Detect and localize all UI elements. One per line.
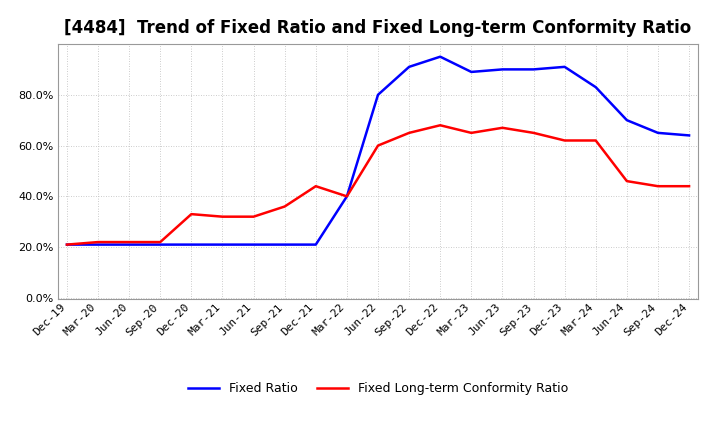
Fixed Long-term Conformity Ratio bbox=[654, 183, 662, 189]
Fixed Long-term Conformity Ratio bbox=[156, 239, 165, 245]
Fixed Ratio bbox=[436, 54, 444, 59]
Fixed Ratio bbox=[218, 242, 227, 247]
Fixed Ratio bbox=[529, 67, 538, 72]
Line: Fixed Ratio: Fixed Ratio bbox=[67, 57, 689, 245]
Fixed Ratio bbox=[654, 130, 662, 136]
Legend: Fixed Ratio, Fixed Long-term Conformity Ratio: Fixed Ratio, Fixed Long-term Conformity … bbox=[183, 377, 573, 400]
Fixed Long-term Conformity Ratio bbox=[560, 138, 569, 143]
Fixed Ratio bbox=[405, 64, 413, 70]
Fixed Ratio bbox=[498, 67, 507, 72]
Fixed Long-term Conformity Ratio bbox=[436, 123, 444, 128]
Fixed Ratio bbox=[156, 242, 165, 247]
Fixed Ratio bbox=[63, 242, 71, 247]
Fixed Long-term Conformity Ratio bbox=[63, 242, 71, 247]
Fixed Long-term Conformity Ratio bbox=[623, 179, 631, 184]
Fixed Ratio bbox=[467, 69, 476, 74]
Fixed Ratio bbox=[187, 242, 196, 247]
Fixed Ratio bbox=[374, 92, 382, 97]
Fixed Ratio bbox=[591, 84, 600, 90]
Fixed Long-term Conformity Ratio bbox=[374, 143, 382, 148]
Fixed Long-term Conformity Ratio bbox=[187, 212, 196, 217]
Fixed Ratio bbox=[280, 242, 289, 247]
Fixed Long-term Conformity Ratio bbox=[591, 138, 600, 143]
Fixed Ratio bbox=[560, 64, 569, 70]
Fixed Long-term Conformity Ratio bbox=[405, 130, 413, 136]
Fixed Long-term Conformity Ratio bbox=[218, 214, 227, 219]
Title: [4484]  Trend of Fixed Ratio and Fixed Long-term Conformity Ratio: [4484] Trend of Fixed Ratio and Fixed Lo… bbox=[64, 19, 692, 37]
Fixed Ratio bbox=[125, 242, 133, 247]
Fixed Long-term Conformity Ratio bbox=[498, 125, 507, 130]
Fixed Long-term Conformity Ratio bbox=[685, 183, 693, 189]
Fixed Ratio bbox=[312, 242, 320, 247]
Line: Fixed Long-term Conformity Ratio: Fixed Long-term Conformity Ratio bbox=[67, 125, 689, 245]
Fixed Long-term Conformity Ratio bbox=[280, 204, 289, 209]
Fixed Long-term Conformity Ratio bbox=[312, 183, 320, 189]
Fixed Long-term Conformity Ratio bbox=[94, 239, 102, 245]
Fixed Ratio bbox=[685, 133, 693, 138]
Fixed Long-term Conformity Ratio bbox=[529, 130, 538, 136]
Fixed Long-term Conformity Ratio bbox=[343, 194, 351, 199]
Fixed Long-term Conformity Ratio bbox=[467, 130, 476, 136]
Fixed Ratio bbox=[249, 242, 258, 247]
Fixed Long-term Conformity Ratio bbox=[125, 239, 133, 245]
Fixed Long-term Conformity Ratio bbox=[249, 214, 258, 219]
Fixed Ratio bbox=[343, 194, 351, 199]
Fixed Ratio bbox=[94, 242, 102, 247]
Fixed Ratio bbox=[623, 117, 631, 123]
